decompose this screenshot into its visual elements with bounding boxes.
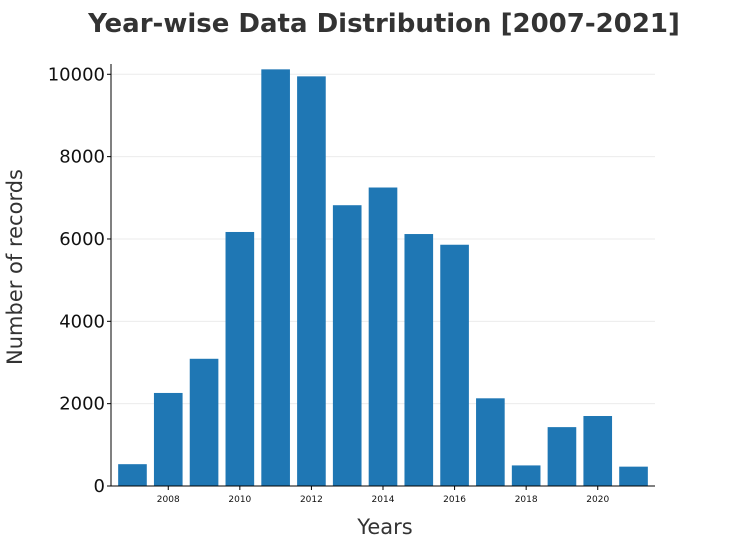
chart-title: Year-wise Data Distribution [2007-2021]	[87, 9, 680, 39]
bars	[118, 69, 648, 486]
y-tick-label: 0	[94, 476, 105, 497]
bar-2021	[619, 466, 648, 486]
bar-2017	[476, 398, 505, 486]
bar-2011	[261, 69, 290, 486]
x-tick-label: 2010	[228, 495, 251, 505]
y-axis-label: Number of records	[3, 169, 27, 365]
x-tick-label: 2008	[157, 495, 180, 505]
bar-2009	[189, 358, 219, 486]
x-tick-label: 2020	[586, 495, 609, 505]
bar-2019	[547, 427, 577, 486]
x-tick-label: 2016	[443, 495, 466, 505]
x-tick-label: 2012	[300, 495, 323, 505]
y-tick-label: 6000	[59, 229, 105, 250]
bar-2010	[225, 231, 255, 486]
bar-2015	[404, 234, 434, 486]
y-tick-label: 2000	[59, 394, 105, 415]
bar-2007	[118, 464, 147, 486]
y-tick-label: 4000	[59, 311, 105, 332]
bar-2020	[583, 416, 613, 486]
y-tick-label: 10000	[48, 64, 105, 85]
bar-2012	[297, 76, 326, 486]
bar-2008	[153, 392, 183, 486]
bar-2016	[440, 244, 469, 486]
x-axis-label: Years	[356, 515, 412, 539]
y-tick-labels: 0 2000 4000 6000 8000 10000	[48, 64, 111, 497]
x-tick-labels: 2008 2010 2012 2014 2016 2018 2020	[157, 486, 609, 505]
bar-2018	[511, 465, 541, 486]
x-tick-label: 2018	[515, 495, 538, 505]
y-tick-label: 8000	[59, 147, 105, 168]
bar-2013	[332, 205, 362, 486]
bar-2014	[368, 187, 398, 486]
x-tick-label: 2014	[372, 495, 395, 505]
